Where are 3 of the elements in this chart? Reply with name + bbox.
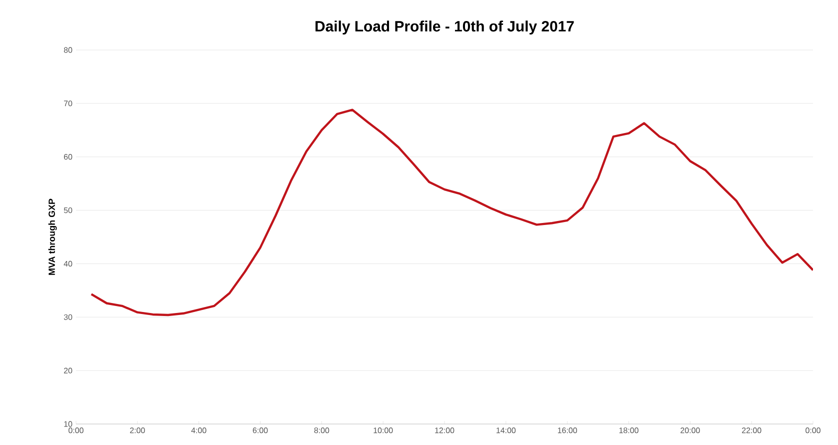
y-axis-title: MVA through GXP	[48, 198, 57, 275]
line-series	[90, 108, 814, 316]
chart-title: Daily Load Profile - 10th of July 2017	[316, 20, 574, 35]
